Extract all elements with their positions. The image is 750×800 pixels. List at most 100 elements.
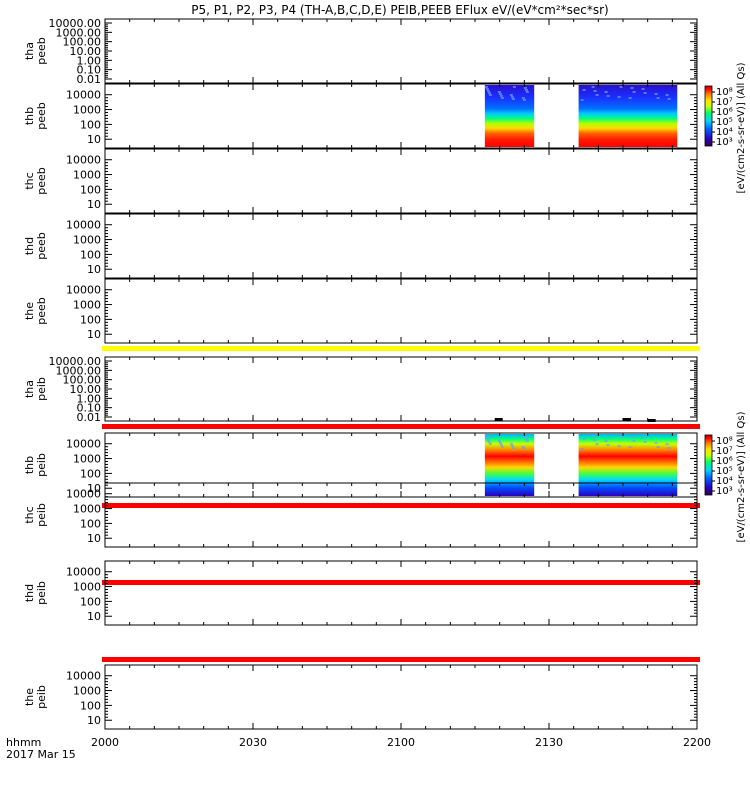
y-tick-label: 10 — [87, 482, 101, 495]
y-tick-label: 10 — [87, 532, 101, 545]
spectrogram-speckle — [509, 94, 513, 96]
y-tick-label: 100.00 — [63, 36, 102, 49]
panel-species-label: peib — [35, 581, 48, 605]
panel-frame — [104, 148, 698, 214]
spectrogram-speckle — [525, 91, 529, 93]
panel-probe-label: thd — [23, 584, 36, 602]
spectrogram-speckle — [654, 93, 658, 95]
y-tick-label: 10 — [87, 714, 101, 727]
spectrogram-speckle — [484, 86, 488, 88]
spectrogram-speckle — [667, 447, 671, 449]
panel-probe-label: the — [23, 302, 36, 320]
x-tick-label: 2030 — [239, 736, 267, 749]
panel-probe-label: the — [23, 688, 36, 706]
y-tick-label: 10000 — [66, 566, 101, 579]
colorbar-tick-label: 10⁵ — [716, 117, 733, 128]
colorbar-tick-label: 10⁷ — [716, 446, 733, 457]
colorbar — [704, 434, 713, 496]
y-tick-label: 10000 — [66, 154, 101, 167]
y-tick-label: 100.00 — [63, 374, 102, 387]
spectrogram-speckle — [619, 86, 623, 88]
spectrogram-speckle — [485, 88, 489, 90]
panel-frame — [104, 664, 698, 730]
panel-species-label: peib — [35, 453, 48, 477]
spectrogram-speckle — [632, 440, 636, 442]
colorbar-axis-label: [eV/(cm2-s-sr-eV)] (All Qs) — [736, 411, 747, 542]
spectrogram-speckle — [524, 438, 528, 440]
spectrogram-speckle — [521, 97, 525, 99]
y-tick-label: 0.01 — [77, 411, 102, 424]
date-label: 2017 Mar 15 — [6, 748, 76, 761]
spectrogram-speckle — [522, 99, 526, 101]
y-tick-label: 1000 — [73, 503, 101, 516]
spectrogram-block — [484, 434, 535, 496]
spectrogram-speckle — [499, 95, 503, 97]
spectrogram-speckle — [628, 97, 632, 99]
spectrogram-speckle — [630, 87, 634, 89]
panel-frame — [104, 18, 698, 84]
colorbar-tick-label: 10³ — [716, 137, 733, 148]
spectrogram-speckle — [604, 91, 608, 93]
panel-frame — [104, 560, 698, 626]
panel-species-label: peib — [35, 685, 48, 709]
y-tick-label: 10 — [87, 133, 101, 146]
spectrogram-speckle — [593, 439, 597, 441]
spectrogram-block — [578, 434, 678, 496]
spectrogram-speckle — [591, 86, 595, 88]
y-tick-label: 1000 — [73, 581, 101, 594]
spectrogram-speckle — [486, 439, 490, 441]
spectrogram-speckle — [643, 92, 647, 94]
y-tick-label: 100 — [80, 517, 101, 530]
y-tick-label: 10000 — [66, 89, 101, 102]
colorbar-tick-label: 10⁶ — [716, 107, 733, 118]
y-tick-label: 100 — [80, 248, 101, 261]
y-tick-label: 10000 — [66, 438, 101, 451]
spectrogram-speckle — [485, 437, 489, 439]
panel-probe-label: thb — [23, 107, 36, 125]
y-tick-label: 100 — [80, 313, 101, 326]
y-tick-label: 10.00 — [70, 383, 102, 396]
colorbar-tick-label: 10³ — [716, 486, 733, 497]
spectrogram-speckle — [497, 91, 501, 93]
spectrogram-speckle — [656, 97, 660, 99]
spectrogram-speckle — [484, 435, 488, 437]
y-tick-label: 1000 — [73, 685, 101, 698]
spectrogram-speckle — [656, 446, 660, 448]
spectrogram-block — [484, 85, 535, 147]
spectrogram-speckle — [643, 441, 647, 443]
panel-species-label: peeb — [35, 167, 48, 195]
status-bar — [102, 657, 700, 662]
colorbar-tick-label: 10⁴ — [716, 476, 733, 487]
y-tick-label: 100 — [80, 699, 101, 712]
panel-probe-label: thb — [23, 456, 36, 474]
colorbar-tick-label: 10⁸ — [716, 87, 733, 98]
spectrogram-speckle — [667, 98, 671, 100]
panel-frame — [104, 213, 698, 279]
panel-frame — [104, 356, 698, 422]
colorbar-tick-label: 10⁴ — [716, 127, 733, 138]
panel-probe-label: thc — [23, 172, 36, 189]
panel-probe-label: tha — [23, 380, 36, 398]
y-tick-label: 10000.00 — [49, 355, 102, 368]
spectrogram-speckle — [582, 438, 586, 440]
spectrogram-speckle — [591, 435, 595, 437]
y-tick-label: 1000.00 — [56, 364, 102, 377]
panel-species-label: peib — [35, 377, 48, 401]
y-tick-label: 10000 — [66, 488, 101, 501]
spectrogram-speckle — [511, 98, 515, 100]
spectrogram-speckle — [488, 94, 492, 96]
status-bar — [102, 580, 700, 585]
panels-group: 10000.001000.00100.0010.001.000.100.01th… — [23, 17, 747, 730]
spectrogram-speckle — [604, 440, 608, 442]
x-axis: 2000 2030 2100 2130 2200 — [91, 736, 711, 749]
spectrogram-speckle — [665, 443, 669, 445]
colorbar-axis-label: [eV/(cm2-s-sr-eV)] (All Qs) — [736, 62, 747, 193]
spectrogram-speckle — [641, 88, 645, 90]
